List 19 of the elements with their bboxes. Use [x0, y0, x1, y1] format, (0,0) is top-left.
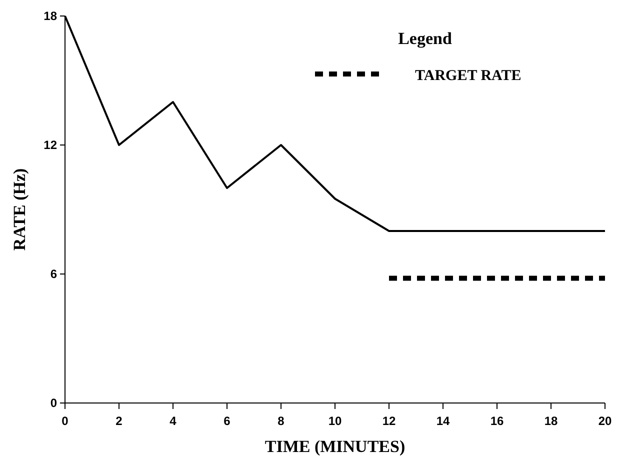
x-tick-label: 0: [62, 414, 69, 428]
x-tick-label: 18: [544, 414, 558, 428]
x-tick-label: 8: [278, 414, 285, 428]
y-tick-label: 6: [50, 266, 58, 281]
y-axis-title: RATE (Hz): [10, 168, 29, 251]
x-tick-label: 2: [116, 414, 123, 428]
x-tick-label: 16: [490, 414, 504, 428]
x-tick-label: 10: [328, 414, 342, 428]
x-tick-label: 20: [598, 414, 612, 428]
x-tick-label: 12: [382, 414, 396, 428]
legend-title: Legend: [398, 29, 452, 48]
x-tick-label: 4: [170, 414, 177, 428]
y-tick-label: 18: [44, 8, 58, 23]
x-axis-title: TIME (MINUTES): [264, 437, 406, 456]
x-tick-label: 14: [436, 414, 450, 428]
x-tick-label: 6: [224, 414, 231, 428]
legend-label: TARGET RATE: [415, 68, 522, 84]
y-tick-label: 0: [50, 396, 58, 410]
y-tick-label: 12: [44, 138, 58, 152]
